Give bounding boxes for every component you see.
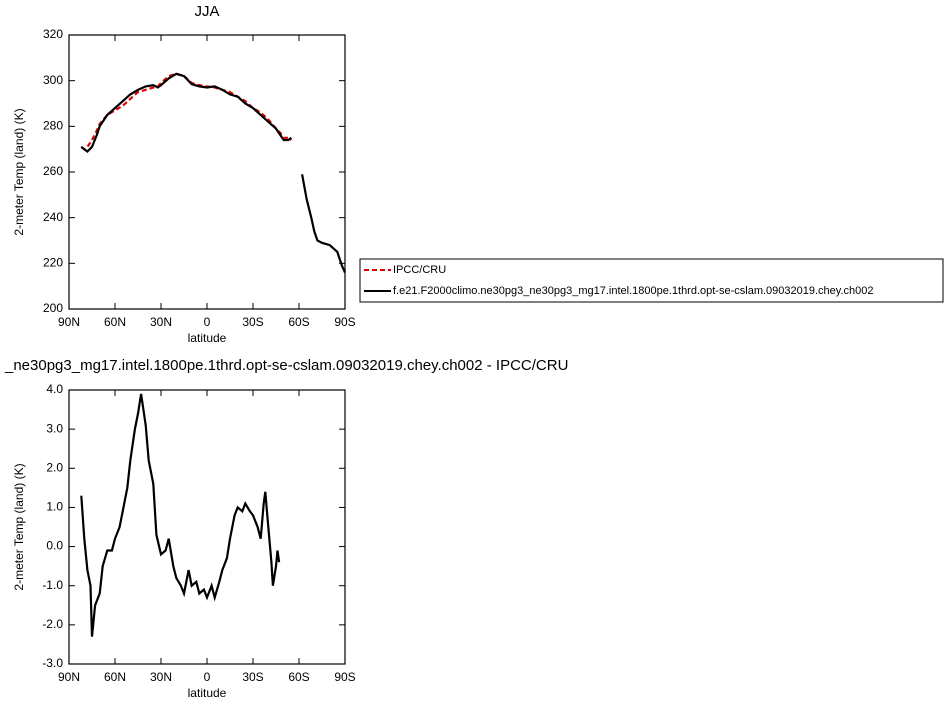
y-tick-label: 0.0 xyxy=(46,539,63,553)
y-tick-label: 2.0 xyxy=(46,460,63,474)
legend-label: IPCC/CRU xyxy=(393,264,446,276)
y-tick-label: 3.0 xyxy=(46,421,63,435)
y-axis-label: 2-meter Temp (land) (K) xyxy=(12,463,26,590)
x-tick-label: 30S xyxy=(242,315,263,329)
data-line xyxy=(80,72,347,273)
y-tick-label: 200 xyxy=(43,301,63,315)
x-tick-label: 90S xyxy=(334,315,355,329)
x-tick-label: 60N xyxy=(104,315,126,329)
y-tick-label: -3.0 xyxy=(42,656,63,670)
y-tick-label: 300 xyxy=(43,73,63,87)
chart-title: JJA xyxy=(194,3,219,20)
x-tick-label: 90N xyxy=(58,670,80,684)
x-tick-label: 60N xyxy=(104,670,126,684)
x-tick-label: 0 xyxy=(204,670,211,684)
y-tick-label: 220 xyxy=(43,256,63,270)
y-tick-label: -2.0 xyxy=(42,617,63,631)
y-tick-label: 320 xyxy=(43,27,63,41)
y-tick-label: 260 xyxy=(43,164,63,178)
plot-frame xyxy=(68,34,346,310)
legend-box xyxy=(359,258,944,303)
x-axis-label: latitude xyxy=(188,686,227,700)
plot-frame xyxy=(68,389,346,665)
x-tick-label: 30N xyxy=(150,315,172,329)
y-tick-label: 240 xyxy=(43,210,63,224)
chart-title: _ne30pg3_mg17.intel.1800pe.1thrd.opt-se-… xyxy=(4,357,568,374)
y-tick-label: 4.0 xyxy=(46,382,63,396)
legend-label: f.e21.F2000climo.ne30pg3_ne30pg3_mg17.in… xyxy=(393,285,873,297)
x-tick-label: 90N xyxy=(58,315,80,329)
y-tick-label: 1.0 xyxy=(46,500,63,514)
y-axis-label: 2-meter Temp (land) (K) xyxy=(12,108,26,235)
x-axis-label: latitude xyxy=(188,331,227,345)
x-tick-label: 60S xyxy=(288,670,309,684)
data-line xyxy=(80,393,281,637)
x-tick-label: 30N xyxy=(150,670,172,684)
x-tick-label: 90S xyxy=(334,670,355,684)
x-tick-label: 30S xyxy=(242,670,263,684)
y-tick-label: 280 xyxy=(43,119,63,133)
x-tick-label: 60S xyxy=(288,315,309,329)
y-tick-label: -1.0 xyxy=(42,578,63,592)
x-tick-label: 0 xyxy=(204,315,211,329)
